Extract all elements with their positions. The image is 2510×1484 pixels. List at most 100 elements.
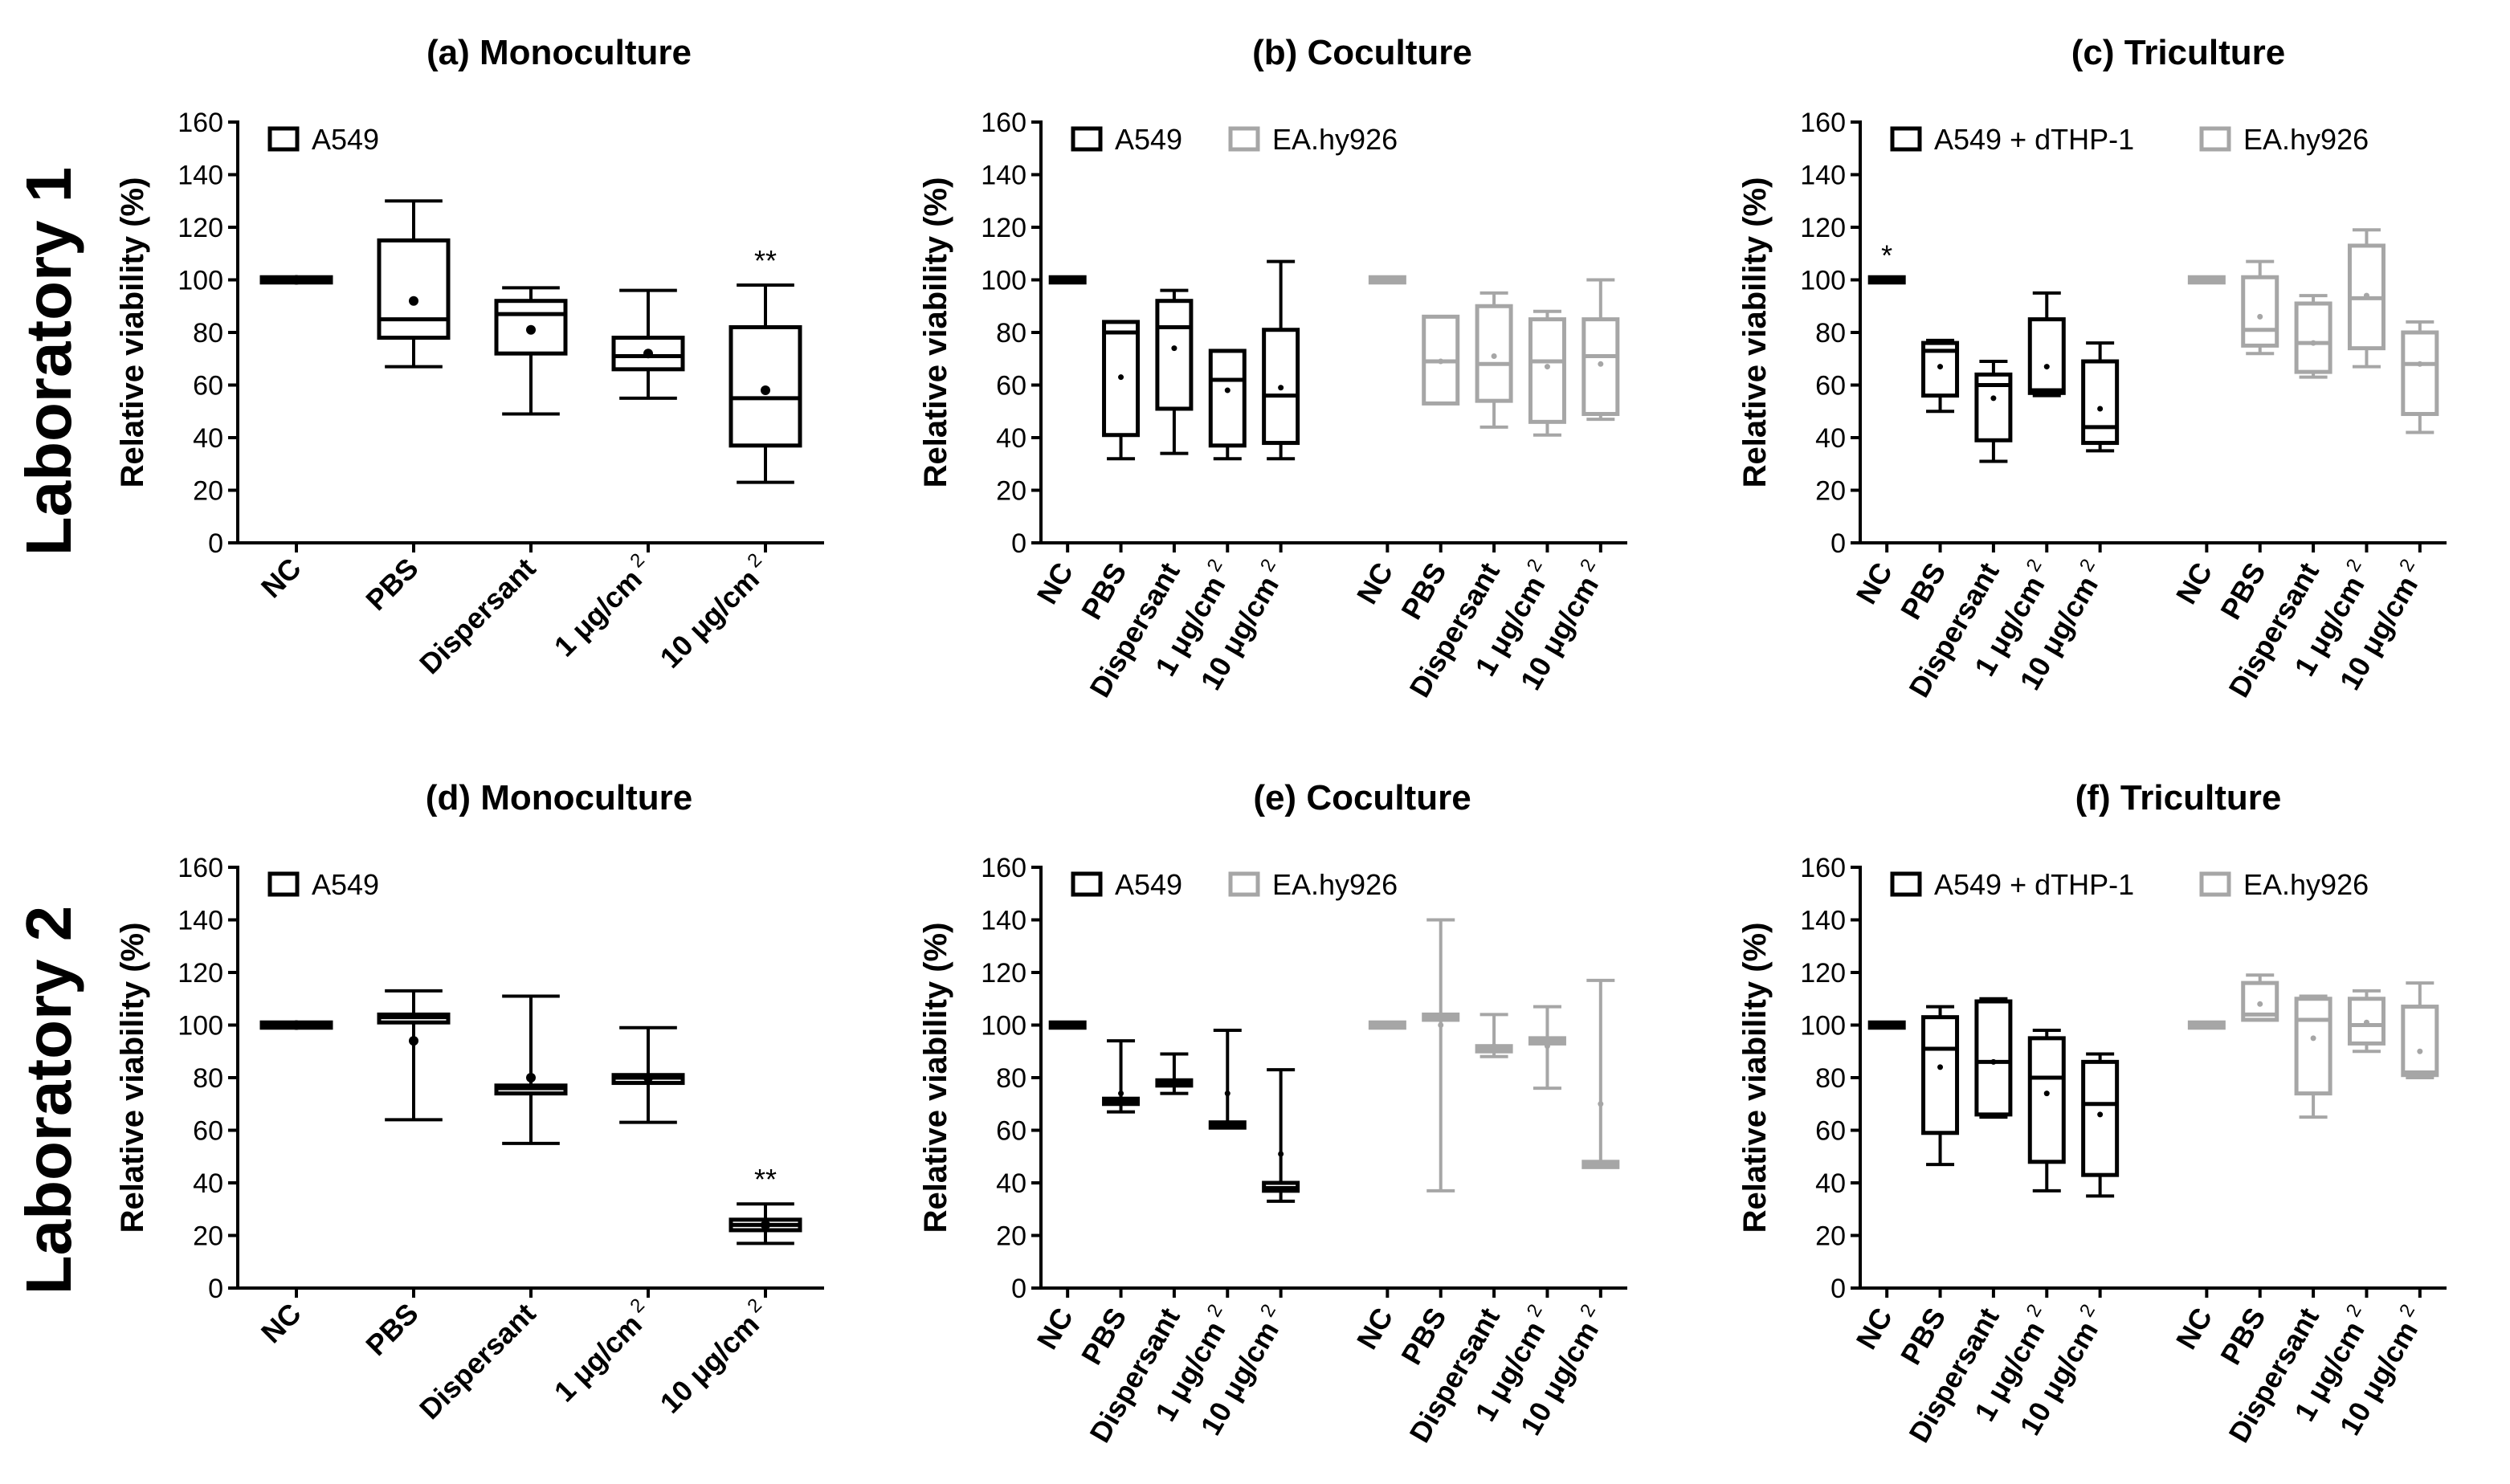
legend-a549-dthp-1: A549 + dTHP-1 (1890, 868, 2134, 901)
box-ea-hy926-dispersant (1475, 291, 1513, 429)
significance-label: ** (754, 1163, 777, 1196)
mean-marker (2097, 406, 2104, 412)
iqr-box (2294, 301, 2332, 374)
mean-marker (1278, 385, 1284, 391)
y-tick-label: 80 (193, 318, 223, 349)
x-tick-label-dispersant: Dispersant (413, 552, 542, 681)
iqr-box (1155, 299, 1194, 411)
x-tick-label-nc: NC (2169, 557, 2219, 610)
mean-marker (1937, 364, 1944, 370)
y-tick-label: 80 (1815, 318, 1846, 349)
mean-marker (2417, 361, 2423, 367)
y-tick-label: 160 (178, 108, 223, 138)
box-a549-1-g-cm (611, 288, 685, 400)
y-tick-label: 60 (1815, 371, 1846, 402)
box-ea-hy926-dispersant (2294, 994, 2332, 1119)
mean-marker (1990, 395, 1997, 402)
y-tick-label: 60 (996, 1116, 1026, 1147)
box-a549-dthp-1-1-g-cm (2027, 1029, 2066, 1192)
box-ea-hy926-10-g-cm (1582, 278, 1620, 422)
mean-marker (1598, 361, 1604, 367)
legend-ea-hy926: EA.hy926 (2199, 868, 2369, 901)
row-label-laboratory-2: Laboratory 2 (13, 906, 84, 1295)
box-a549-nc (259, 1020, 333, 1030)
panel-title: (e) Coculture (1253, 778, 1471, 817)
box-ea-hy926-pbs (2241, 973, 2279, 1022)
legend-label: A549 (312, 868, 379, 901)
legend-swatch (1890, 126, 1922, 152)
iqr-box (1921, 1015, 1960, 1135)
panel-title: (c) Triculture (2071, 33, 2286, 72)
box-ea-hy926-dispersant (1475, 1013, 1513, 1058)
legend-label: A549 (1115, 868, 1182, 901)
iqr-box (2401, 330, 2439, 417)
box-a549-pbs (377, 989, 451, 1122)
mean-marker (1990, 1058, 1997, 1065)
legend-label: EA.hy926 (1272, 868, 1398, 901)
y-tick-label: 0 (1011, 528, 1026, 559)
mean-marker (1118, 1091, 1124, 1097)
y-axis-label: Relative viability (%) (115, 177, 150, 488)
y-tick-label: 120 (178, 958, 223, 989)
panel-title: (a) Monoculture (426, 33, 692, 72)
y-tick-label: 80 (193, 1063, 223, 1094)
box-a549-dthp-1-pbs (1921, 1005, 1960, 1167)
y-tick-label: 140 (1800, 161, 1846, 191)
y-tick-label: 80 (996, 1063, 1026, 1094)
mean-marker (2257, 313, 2263, 320)
box-ea-hy926-1-g-cm (1528, 1005, 1566, 1091)
legend-a549: A549 (267, 123, 379, 156)
legend-ea-hy926: EA.hy926 (1228, 123, 1398, 156)
mean-marker (2257, 1001, 2263, 1007)
legend-swatch (1071, 871, 1103, 897)
mean-marker (526, 324, 536, 335)
y-tick-label: 120 (1800, 958, 1846, 989)
mean-marker (1438, 1022, 1444, 1028)
box-a549-dispersant (1155, 288, 1194, 455)
y-tick-label: 140 (178, 161, 223, 191)
box-a549-10-g-cm: ** (729, 244, 802, 484)
y-axis-label: Relative viability (%) (918, 177, 953, 488)
unit-superscript: 2 (2395, 556, 2419, 576)
unit-superscript: 2 (743, 1294, 766, 1318)
box-a549-dthp-1-dispersant (1974, 997, 2013, 1119)
box-a549-dispersant (494, 994, 568, 1145)
x-tick-label-nc: NC (1031, 1303, 1080, 1356)
mean-marker (292, 1020, 301, 1030)
y-tick-label: 80 (1815, 1063, 1846, 1094)
y-tick-label: 40 (996, 423, 1026, 454)
x-tick-label-nc: NC (1850, 557, 1900, 610)
y-tick-label: 40 (193, 423, 223, 454)
y-axis-label: Relative viability (%) (918, 923, 953, 1233)
legend-ea-hy926: EA.hy926 (2199, 123, 2369, 156)
mean-marker (1544, 364, 1550, 370)
mean-marker (2363, 292, 2369, 299)
y-tick-label: 160 (1800, 853, 1846, 883)
legend-label: EA.hy926 (1272, 123, 1398, 156)
y-tick-label: 140 (1800, 906, 1846, 936)
y-tick-label: 0 (208, 528, 223, 559)
panel-3: (c) Triculture Relative viability (%) 0 20 4… (1737, 33, 2447, 703)
box-ea-hy926-pbs (1422, 314, 1460, 406)
mean-marker (761, 385, 770, 396)
y-tick-label: 40 (1815, 423, 1846, 454)
y-tick-label: 20 (1815, 476, 1846, 507)
legend-swatch (1228, 126, 1260, 152)
y-tick-label: 120 (1800, 213, 1846, 243)
mean-marker (1544, 1043, 1550, 1050)
legend-swatch (267, 871, 300, 897)
y-tick-label: 20 (996, 1221, 1026, 1252)
box-a549-1-g-cm (611, 1025, 685, 1124)
box-a549-10-g-cm (1262, 1068, 1300, 1203)
legend-swatch (2199, 871, 2231, 897)
mean-marker (1598, 1101, 1604, 1107)
unit-superscript: 2 (2022, 556, 2047, 576)
x-tick-label-1-g-cm: 1 μg/cm2 (545, 1294, 659, 1409)
iqr-box (1528, 317, 1566, 424)
significance-label: * (1881, 239, 1892, 272)
mean-marker (2417, 1048, 2423, 1054)
unit-superscript: 2 (1576, 556, 1600, 576)
y-tick-label: 40 (1815, 1168, 1846, 1199)
box-a549-1-g-cm (1208, 1029, 1247, 1130)
